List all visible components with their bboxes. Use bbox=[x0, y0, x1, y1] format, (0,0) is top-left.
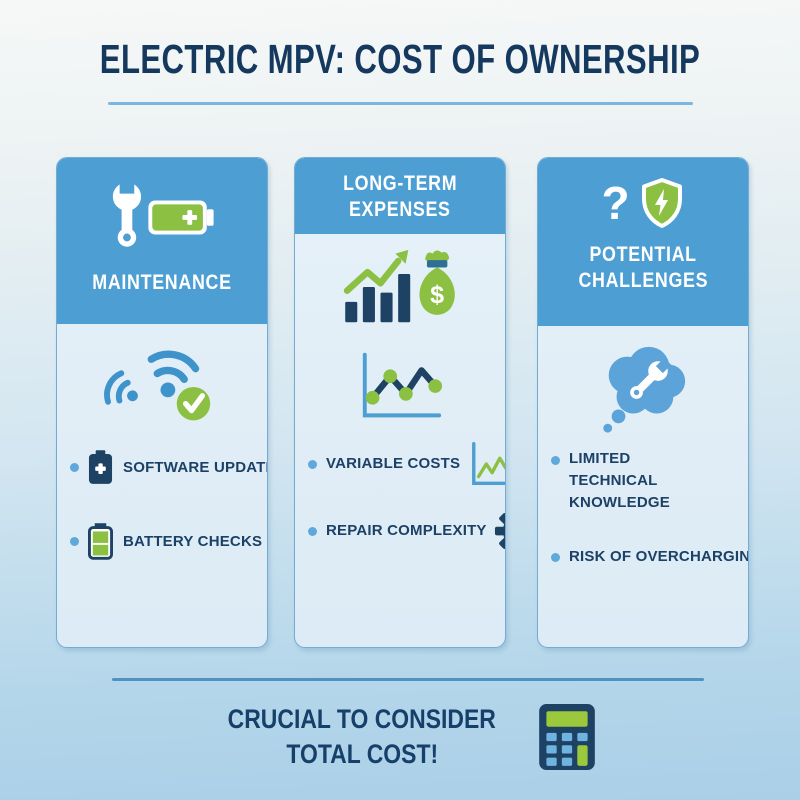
wrench-battery-icon bbox=[112, 180, 214, 247]
card-expenses-header: LONG-TERM EXPENSES bbox=[295, 158, 505, 234]
line-chart-icon bbox=[362, 352, 443, 418]
bullet-dot bbox=[551, 456, 560, 465]
list-item-limited-technical-knowledge: LIMITED TECHNICAL KNOWLEDGE bbox=[551, 448, 721, 514]
list-item-battery-checks: BATTERY CHECKS bbox=[70, 523, 262, 560]
footer-message: CRUCIAL TO CONSIDER TOTAL COST! bbox=[227, 704, 497, 769]
item-label: LIMITED TECHNICAL KNOWLEDGE bbox=[569, 450, 670, 511]
shield-lightning-icon bbox=[641, 178, 682, 228]
card-maintenance-header: MAINTENANCE bbox=[57, 158, 267, 324]
top-divider bbox=[108, 102, 693, 105]
card-long-term-expenses: LONG-TERM EXPENSES $ bbox=[294, 157, 506, 648]
list-item-software-updates: SOFTWARE UPDATES bbox=[70, 450, 267, 485]
svg-text:$: $ bbox=[430, 281, 444, 309]
battery-level-icon bbox=[88, 523, 113, 560]
item-label: BATTERY CHECKS bbox=[123, 532, 263, 550]
item-label: REPAIR COMPLEXITY bbox=[326, 522, 487, 539]
card-challenges-body: LIMITED TECHNICAL KNOWLEDGE RISK OF OVER… bbox=[538, 326, 748, 568]
list-item-risk-of-overcharging: RISK OF OVERCHARGING bbox=[551, 546, 749, 568]
card-challenges-title: POTENTIAL CHALLENGES bbox=[578, 243, 708, 292]
bullet-dot bbox=[308, 459, 317, 469]
card-expenses-body: $ VARIABLE COSTS bbox=[295, 234, 505, 554]
calculator-icon bbox=[538, 704, 595, 770]
item-label: SOFTWARE UPDATES bbox=[123, 458, 267, 476]
bullet-dot bbox=[308, 526, 317, 536]
list-item-repair-complexity: REPAIR COMPLEXITY bbox=[308, 508, 505, 554]
bottom-divider bbox=[112, 678, 704, 681]
card-challenges-header: ? POTENTIAL CHALLENGES bbox=[538, 158, 748, 326]
bullet-dot bbox=[551, 552, 560, 562]
item-label: VARIABLE COSTS bbox=[326, 455, 461, 472]
list-item-variable-costs: VARIABLE COSTS bbox=[308, 436, 505, 492]
thought-cloud-wrench-icon bbox=[603, 346, 686, 433]
bullet-dot bbox=[70, 537, 79, 546]
card-maintenance: MAINTENANCE bbox=[56, 157, 268, 648]
battery-plus-icon bbox=[88, 450, 113, 484]
card-maintenance-title: MAINTENANCE bbox=[92, 271, 232, 294]
bullet-dot bbox=[70, 463, 79, 472]
card-expenses-title: LONG-TERM EXPENSES bbox=[342, 172, 458, 221]
mini-line-chart-icon bbox=[472, 442, 505, 485]
question-shield-icon: ? bbox=[601, 174, 684, 232]
footer: CRUCIAL TO CONSIDER TOTAL COST! bbox=[0, 702, 800, 772]
question-mark: ? bbox=[601, 177, 630, 229]
card-maintenance-body: SOFTWARE UPDATES BATTERY CHECKS bbox=[57, 324, 267, 560]
page-title: ELECTRIC MPV: COST OF OWNERSHIP bbox=[99, 36, 701, 82]
gear-lightning-icon bbox=[494, 513, 505, 549]
bar-chart-money-bag-icon: $ bbox=[343, 249, 455, 323]
wifi-check-icon bbox=[104, 350, 211, 421]
card-potential-challenges: ? POTENTIAL CHALLENGES bbox=[537, 157, 749, 648]
item-label: RISK OF OVERCHARGING bbox=[569, 548, 749, 565]
